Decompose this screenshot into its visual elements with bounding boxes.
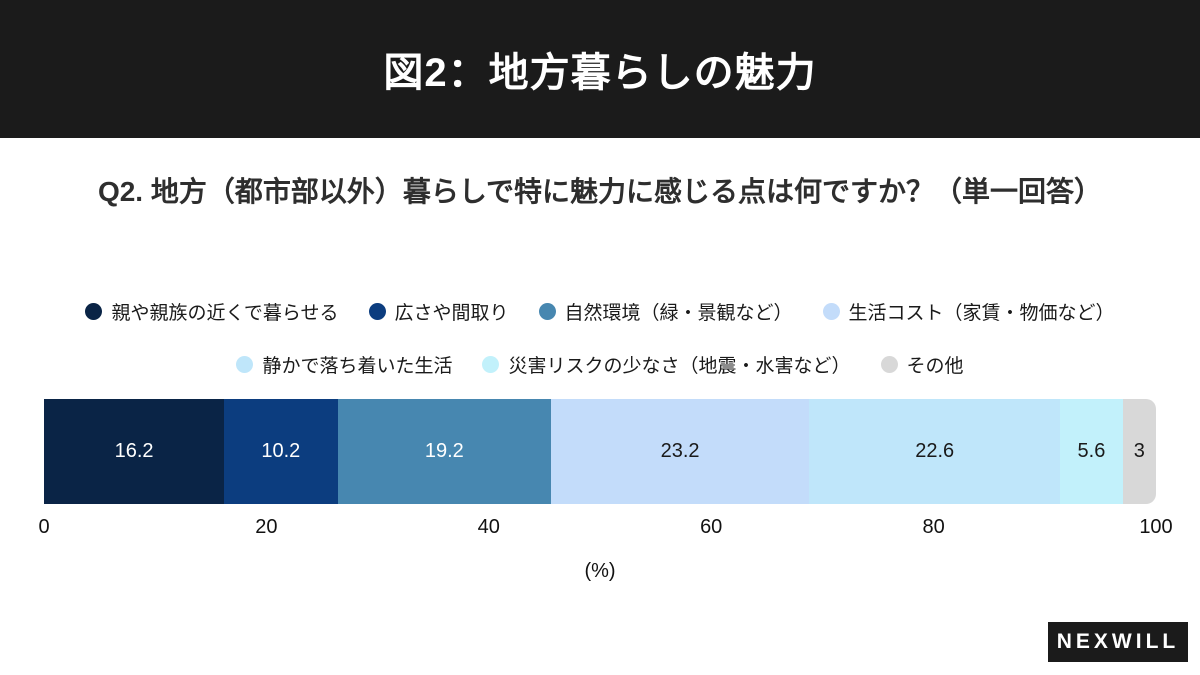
bar-area: 16.2 10.2 19.2 23.2 22.6 5.6 3 0 20 40 60 80 100 xyxy=(38,399,1173,542)
page-title: 図2：地方暮らしの魅力 xyxy=(383,51,817,95)
legend-dot-icon xyxy=(236,356,254,373)
legend-item: 親や親族の近くで暮らせる xyxy=(85,298,339,325)
segment-value-label: 16.2 xyxy=(114,440,154,462)
bar-segment: 19.2 xyxy=(337,399,552,504)
legend-label: 災害リスクの少なさ（地震・水害など） xyxy=(508,356,851,377)
legend-label: 静かで落ち着いた生活 xyxy=(262,356,453,377)
legend-dot-icon xyxy=(538,303,556,320)
legend-item: 広さや間取り xyxy=(368,298,509,325)
legend-label: 親や親族の近くで暮らせる xyxy=(111,303,339,324)
bar-segment: 23.2 xyxy=(551,399,810,504)
stacked-bar-chart: 親や親族の近くで暮らせる 広さや間取り 自然環境（緑・景観など） 生活コスト（家賃・物… xyxy=(0,298,1200,583)
tick-label: 40 xyxy=(477,516,500,538)
nexwill-logo: NEXWILL xyxy=(1048,622,1188,662)
legend-item: 静かで落ち着いた生活 xyxy=(236,351,452,378)
legend-item: 災害リスクの少なさ（地震・水害など） xyxy=(482,351,851,378)
legend-label: 自然環境（緑・景観など） xyxy=(564,303,793,324)
title-banner: 図2：地方暮らしの魅力 xyxy=(0,0,1200,138)
bar-segment: 16.2 xyxy=(44,399,225,504)
legend-item: 生活コスト（家賃・物価など） xyxy=(822,298,1115,325)
legend-item: 自然環境（緑・景観など） xyxy=(538,298,793,325)
legend-dot-icon xyxy=(880,356,898,373)
x-axis-label: (%) xyxy=(584,560,616,582)
tick-label: 80 xyxy=(922,516,945,538)
bar-segment: 5.6 xyxy=(1060,399,1123,504)
segment-value-label: 5.6 xyxy=(1077,440,1106,462)
question-subtitle: Q2. 地方（都市部以外）暮らしで特に魅力に感じる点は何ですか？（単一回答） xyxy=(97,176,1103,207)
legend-dot-icon xyxy=(482,356,500,373)
legend-dot-icon xyxy=(822,303,840,320)
tick-label: 100 xyxy=(1139,516,1173,538)
legend-label: 広さや間取り xyxy=(394,303,509,324)
bar-segment: 3 xyxy=(1122,399,1156,504)
segment-value-label: 10.2 xyxy=(261,440,301,462)
tick-label: 0 xyxy=(38,516,50,538)
chart-legend: 親や親族の近くで暮らせる 広さや間取り 自然環境（緑・景観など） 生活コスト（家賃・物… xyxy=(0,298,1200,378)
legend-item: その他 xyxy=(880,351,964,378)
legend-row: 静かで落ち着いた生活 災害リスクの少なさ（地震・水害など） その他 xyxy=(236,351,964,378)
legend-dot-icon xyxy=(85,303,103,320)
tick-label: 20 xyxy=(255,516,278,538)
bar-segment: 22.6 xyxy=(809,399,1061,504)
bar-segment: 10.2 xyxy=(224,399,338,504)
segment-value-label: 3 xyxy=(1133,440,1145,462)
segment-value-label: 19.2 xyxy=(424,440,464,462)
x-axis: 0 20 40 60 80 100 xyxy=(38,516,1172,542)
legend-label: 生活コスト（家賃・物価など） xyxy=(848,303,1115,324)
stacked-bar: 16.2 10.2 19.2 23.2 22.6 5.6 3 xyxy=(44,399,1156,504)
legend-label: その他 xyxy=(906,356,964,377)
segment-value-label: 22.6 xyxy=(915,440,955,462)
legend-row: 親や親族の近くで暮らせる 広さや間取り 自然環境（緑・景観など） 生活コスト（家賃・物… xyxy=(85,298,1115,325)
tick-label: 60 xyxy=(700,516,723,538)
legend-dot-icon xyxy=(368,303,386,320)
segment-value-label: 23.2 xyxy=(660,440,700,462)
